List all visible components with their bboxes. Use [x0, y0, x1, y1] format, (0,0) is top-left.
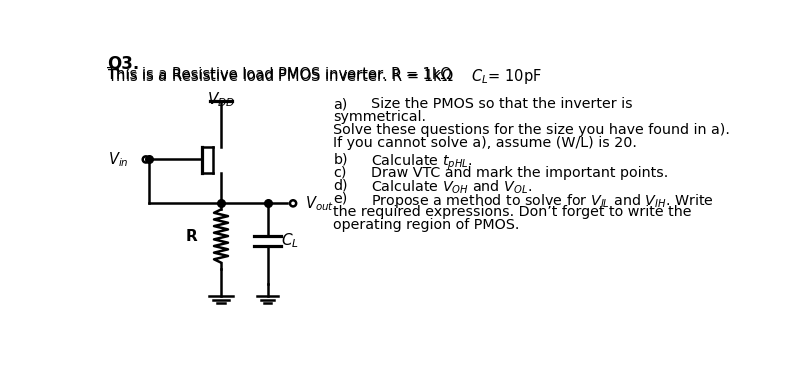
Text: This is a Resistive load PMOS inverter. R = 1kΩ: This is a Resistive load PMOS inverter. …: [107, 67, 470, 82]
Text: If you cannot solve a), assume (W/L) is 20.: If you cannot solve a), assume (W/L) is …: [333, 136, 638, 150]
Text: a): a): [333, 97, 348, 111]
Text: operating region of PMOS.: operating region of PMOS.: [333, 218, 520, 232]
Text: symmetrical.: symmetrical.: [333, 110, 426, 124]
Text: c): c): [333, 166, 347, 180]
Text: Calculate $V_{OH}$ and $V_{OL}$.: Calculate $V_{OH}$ and $V_{OL}$.: [370, 179, 532, 196]
Text: $V_{DD}$: $V_{DD}$: [207, 90, 235, 109]
Text: Calculate $t_{pHL}$.: Calculate $t_{pHL}$.: [370, 152, 472, 172]
Text: R: R: [186, 229, 198, 244]
Text: e): e): [333, 192, 348, 206]
Text: Draw VTC and mark the important points.: Draw VTC and mark the important points.: [370, 166, 668, 180]
Text: $V_{out}$: $V_{out}$: [305, 194, 334, 213]
Text: b): b): [333, 152, 348, 166]
Text: Q3.: Q3.: [107, 55, 140, 73]
Text: Solve these questions for the size you have found in a).: Solve these questions for the size you h…: [333, 123, 730, 137]
Text: the required expressions. Don’t forget to write the: the required expressions. Don’t forget t…: [333, 205, 692, 219]
Text: d): d): [333, 179, 348, 193]
Text: $C_L$: $C_L$: [281, 232, 299, 251]
Text: Size the PMOS so that the inverter is: Size the PMOS so that the inverter is: [370, 97, 632, 111]
Text: This is a Resistive load PMOS inverter. R = 1kΩ    $C_L$= 10pF: This is a Resistive load PMOS inverter. …: [107, 67, 541, 86]
Text: Propose a method to solve for $V_{IL}$ and $V_{IH}$. Write: Propose a method to solve for $V_{IL}$ a…: [370, 192, 713, 210]
Text: $V_{in}$: $V_{in}$: [108, 150, 129, 169]
